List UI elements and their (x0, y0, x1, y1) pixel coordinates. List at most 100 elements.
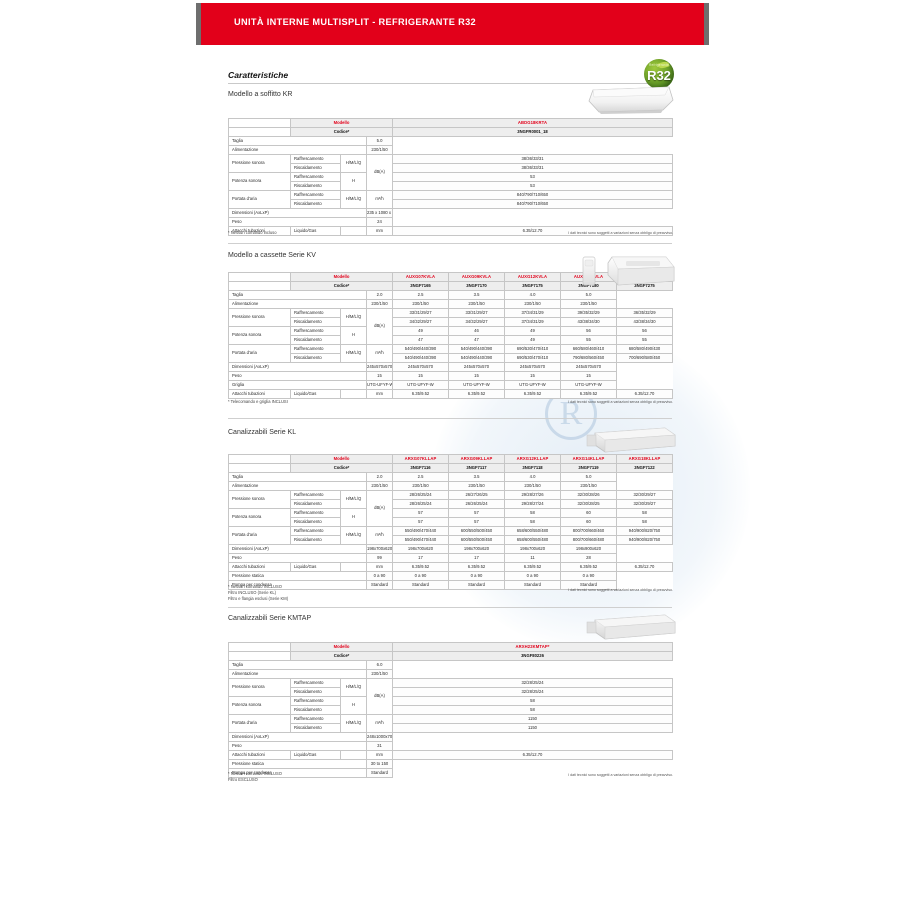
value-cell: 32/30/28/26 (560, 490, 617, 500)
row-label: Portata d'aria (228, 714, 291, 733)
value-cell: 1150 (392, 723, 673, 733)
value-cell: 6.35/12.70 (392, 226, 673, 236)
r32-badge-icon: Refrigerante R32 (644, 59, 674, 89)
section-title-kv: Modello a cassette Serie KV (228, 252, 316, 259)
row-unit: dB(A) (366, 308, 393, 345)
disclaimer-kmtap: I dati tecnici sono soggetti a variazion… (568, 773, 673, 777)
page-banner: UNITÀ INTERNE MULTISPLIT - REFRIGERANTE … (201, 3, 704, 45)
section-title-kr: Modello a soffitto KR (228, 91, 293, 98)
value-cell: 6.35/9.52 (448, 389, 505, 399)
header-spacer (228, 118, 291, 128)
value-cell: 6.35/9.52 (448, 562, 505, 572)
footnote-line: * Nessun comando incluso (228, 230, 277, 235)
table-row: Potenza sonora Raffrescamento H 53 (228, 172, 673, 191)
code-header-cell: 3NGF7165 (392, 281, 449, 291)
value-cell: 15 (560, 371, 617, 381)
row-sublabel: Riscaldamento (290, 723, 341, 733)
value-cell: 47 (448, 335, 505, 345)
value-cell: UTG-UFYF-W (366, 380, 393, 390)
row-label: Pressione statica (228, 571, 367, 581)
row-mode-label: H/M/L/Q (340, 490, 367, 509)
value-cell: 230/1/50 (448, 481, 505, 491)
value-cell: 6.35/9.52 (560, 562, 617, 572)
table-row: Potenza sonora Raffrescamento H 58 (228, 696, 673, 715)
header-spacer (228, 642, 291, 652)
row-unit: mm (366, 562, 393, 572)
header-model-label: Modello (290, 454, 393, 464)
table-row: Alimentazione 230/1/50 230/1/50 230/1/50 230… (228, 299, 673, 309)
row-sublabel: Riscaldamento (290, 199, 341, 209)
value-cell: 6.35/9.52 (504, 389, 561, 399)
row-label: Attacchi tubazioni (228, 562, 291, 572)
row-label: Peso (228, 553, 367, 563)
value-cell: 0 a 90 (560, 571, 617, 581)
value-cell: 32/30/29/27 (616, 490, 673, 500)
value-cell: 49 (504, 326, 561, 336)
table-row: Riscaldamento 32/28/25/24 (229, 687, 673, 697)
table-row: Attacchi tubazioni Liquido/Gas mm 6.35/9.52… (228, 562, 673, 572)
row-sublabel: Raffrescamento (290, 154, 341, 164)
row-label: Dimensioni (AxLxP) (228, 362, 367, 372)
spec-table-kv: ModelloAUXG07KVLAAUXG09KVLAAUXG12KVLAAUX… (228, 272, 673, 399)
row-mode-label (340, 750, 367, 760)
divider-kv (228, 243, 672, 244)
value-cell: 600/550/500/450 (448, 526, 505, 536)
header-spacer (228, 127, 291, 137)
row-label: Dimensioni (AxLxP) (228, 208, 367, 218)
header-model-label: Modello (290, 272, 393, 282)
value-cell: 0 a 90 (366, 571, 393, 581)
row-sublabel: Riscaldamento (290, 353, 341, 363)
row-unit: dB(A) (366, 490, 393, 527)
table-row: Peso 31 (228, 741, 673, 751)
header-code-label: Codice* (290, 127, 393, 137)
row-sublabel: Riscaldamento (290, 499, 341, 509)
table-row: Alimentazione 230/1/50 (228, 145, 673, 155)
disclaimer-kv: I dati tecnici sono soggetti a variazion… (568, 400, 673, 404)
value-cell: 245x570x570 (504, 362, 561, 372)
value-cell: 840/790/710/650 (392, 199, 673, 209)
row-sublabel: Riscaldamento (290, 705, 341, 715)
disclaimer-kr: I dati tecnici sono soggetti a variazion… (568, 231, 673, 235)
value-cell: UTG-UFYF-W (560, 380, 617, 390)
row-label: Alimentazione (228, 669, 367, 679)
value-cell: 31 (366, 741, 393, 751)
row-sublabel: Raffrescamento (290, 696, 341, 706)
table-header-code-row: Codice* 3NGF7116 3NGF7117 3NGF7118 3NGF7119 3… (228, 463, 673, 473)
header-spacer (228, 463, 291, 473)
value-cell: 24 (366, 217, 393, 227)
footnote-kv: * Telecomando e griglia INCLUSI (228, 399, 288, 405)
value-cell: 47 (392, 335, 449, 345)
row-label: Taglia (228, 660, 367, 670)
footnote-line: Filtro e flangia esclusi (Serie KM) (228, 596, 289, 602)
value-cell: 57 (448, 508, 505, 518)
value-cell: 5.0 (560, 472, 617, 482)
value-cell: 550/490/470/440 (392, 526, 449, 536)
table-row: Alimentazione 230/1/50 230/1/50 230/1/50 230… (228, 481, 673, 491)
value-cell: 690/530/470/410 (504, 353, 561, 363)
row-label: Alimentazione (228, 299, 367, 309)
value-cell: 800/700/660/460 (560, 526, 617, 536)
table-row: Portata d'aria Raffrescamento H/M/L/Q m³/h 1… (228, 714, 673, 733)
value-cell: 99 (366, 553, 393, 563)
value-cell: 790/680/560/450 (560, 353, 617, 363)
table-row: Attacchi tubazioni Liquido/Gas mm 6.35/9.52… (228, 389, 673, 399)
value-cell: 55 (560, 335, 617, 345)
banner-right-edge (704, 3, 709, 45)
value-cell: 198x700x620 (366, 544, 393, 554)
model-header-cell: ABDG18KRTA (392, 118, 673, 128)
row-unit: dB(A) (366, 154, 393, 191)
table-row: Riscaldamento 47 47 49 55 55 (229, 335, 673, 345)
value-cell: 230/1/50 (504, 481, 561, 491)
value-cell: 6.35/12.70 (392, 750, 673, 760)
divider-kmtap (228, 607, 672, 608)
row-mode-label: H (340, 326, 367, 345)
value-cell: 2.5 (392, 290, 449, 300)
table-row: Riscaldamento 540/490/440/390 540/490/440/… (229, 353, 673, 363)
row-sublabel: Raffrescamento (290, 526, 341, 536)
code-header-cell: 3NGF7118 (504, 463, 561, 473)
value-cell: 32/28/25/24 (392, 678, 673, 688)
footnote-line: * Nessun comando INCLUSO (228, 771, 282, 776)
value-cell: 58 (616, 517, 673, 527)
table-row: Potenza sonora Raffrescamento H 57 57 58 60 58 (228, 508, 673, 527)
value-cell: 3.5 (448, 472, 505, 482)
